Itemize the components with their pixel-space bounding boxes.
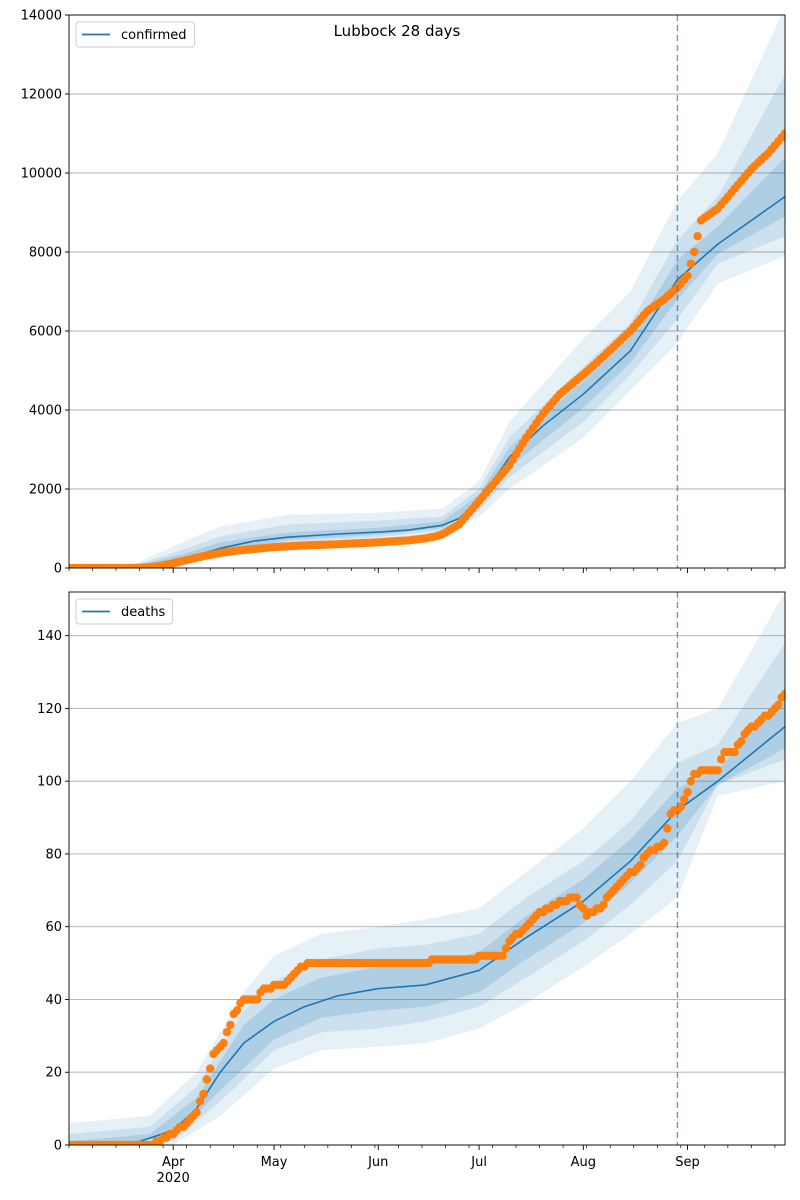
y-tick-label: 100 bbox=[37, 775, 62, 790]
plot-area bbox=[69, 15, 785, 568]
observed-point bbox=[716, 755, 726, 764]
y-tick-label: 60 bbox=[45, 920, 62, 935]
y-tick-label: 14000 bbox=[21, 9, 62, 24]
observed-point bbox=[206, 1064, 215, 1073]
y-tick-label: 120 bbox=[37, 702, 62, 717]
x-tick-label: Jun bbox=[367, 1155, 388, 1170]
y-tick-label: 140 bbox=[37, 629, 62, 644]
x-tick-label: Apr bbox=[162, 1155, 185, 1170]
x-tick-label: Sep bbox=[675, 1155, 700, 1170]
observed-point bbox=[222, 1028, 232, 1037]
observed-point bbox=[226, 1020, 235, 1030]
observed-point bbox=[774, 700, 783, 709]
band-outer bbox=[69, 15, 785, 568]
observed-point bbox=[686, 259, 696, 268]
band-middle bbox=[69, 642, 785, 1145]
observed-point bbox=[737, 737, 746, 746]
y-tick-label: 8000 bbox=[29, 246, 62, 261]
y-tick-label: 20 bbox=[45, 1066, 62, 1081]
observed-point bbox=[690, 247, 699, 257]
observed-point bbox=[572, 893, 581, 902]
y-tick-label: 40 bbox=[45, 993, 62, 1008]
x-tick-sublabel: 2020 bbox=[157, 1171, 190, 1186]
observed-point bbox=[501, 944, 511, 953]
legend: deaths bbox=[75, 598, 173, 625]
observed-point bbox=[202, 1075, 211, 1084]
observed-point bbox=[780, 129, 785, 138]
observed-point bbox=[680, 795, 689, 804]
x-tick-label: Jul bbox=[470, 1155, 487, 1170]
axes-frame bbox=[68, 591, 786, 1146]
observed-point bbox=[195, 1097, 205, 1106]
observed-point bbox=[780, 689, 785, 699]
y-tick-label: 2000 bbox=[29, 483, 62, 498]
legend-box bbox=[75, 598, 173, 625]
observed-point bbox=[232, 1006, 242, 1015]
observed-point bbox=[579, 904, 588, 913]
observed-point bbox=[599, 900, 608, 910]
legend-box bbox=[75, 21, 196, 48]
observed-point bbox=[730, 747, 739, 757]
observed-point bbox=[693, 232, 702, 241]
observed-point bbox=[663, 824, 672, 833]
observed-point bbox=[498, 951, 507, 960]
observed-point bbox=[219, 1038, 228, 1048]
x-tick-label: May bbox=[261, 1155, 288, 1170]
observed-point bbox=[683, 271, 692, 280]
observed-point bbox=[676, 802, 685, 811]
observed-point bbox=[686, 777, 696, 786]
band-outer bbox=[69, 592, 785, 1145]
observed-point bbox=[636, 860, 645, 870]
y-tick-label: 6000 bbox=[29, 325, 62, 340]
observed-point bbox=[683, 787, 692, 797]
legend-label: confirmed bbox=[121, 28, 187, 43]
y-tick-label: 10000 bbox=[21, 167, 62, 182]
x-tick-label: Aug bbox=[571, 1155, 596, 1170]
observed-point bbox=[713, 766, 722, 775]
y-tick-label: 0 bbox=[54, 562, 62, 577]
figure-title: Lubbock 28 days bbox=[334, 22, 461, 40]
observed-point bbox=[659, 838, 669, 848]
confirmed-panel: 0 2000 4000 6000 8000 10000 12000 14000 confirme… bbox=[21, 9, 786, 577]
observed-point bbox=[192, 1108, 201, 1117]
band-inner bbox=[69, 693, 785, 1145]
observed-point bbox=[199, 1089, 208, 1099]
observed-point bbox=[253, 995, 262, 1004]
y-tick-label: 12000 bbox=[21, 88, 62, 103]
legend: confirmed bbox=[75, 21, 196, 48]
plot-area bbox=[69, 592, 785, 1145]
y-tick-label: 4000 bbox=[29, 404, 62, 419]
axes-frame bbox=[68, 14, 786, 569]
legend-label: deaths bbox=[121, 605, 166, 620]
y-tick-label: 80 bbox=[45, 847, 62, 862]
y-tick-label: 0 bbox=[54, 1139, 62, 1154]
